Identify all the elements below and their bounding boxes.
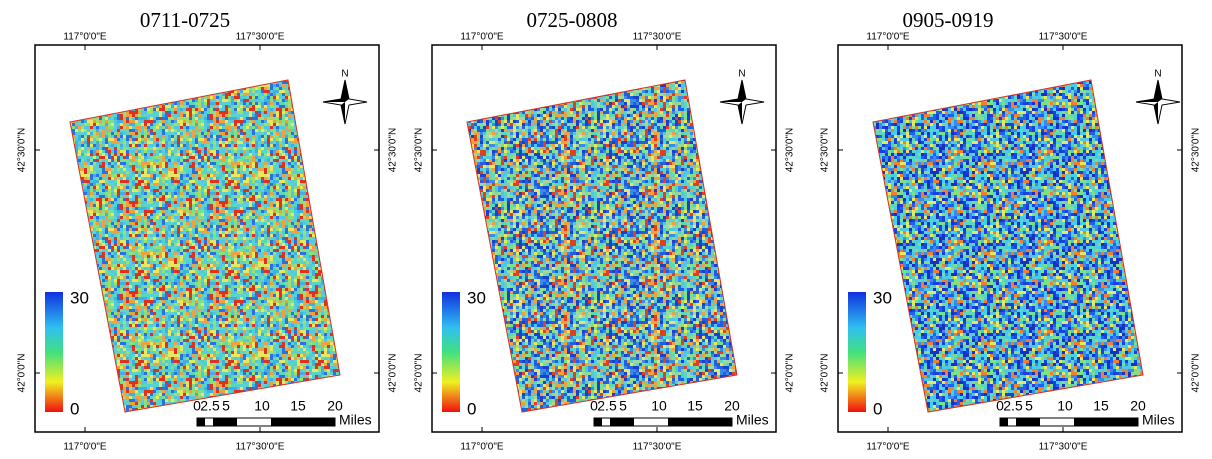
panel-title: 0711-0725 bbox=[140, 8, 230, 32]
raster-image bbox=[69, 79, 341, 413]
legend-min: 0 bbox=[70, 399, 79, 418]
raster-image bbox=[466, 79, 738, 413]
left-coord: 42°0'0"N bbox=[17, 354, 28, 393]
scale-segment bbox=[668, 418, 702, 426]
scale-segment bbox=[1108, 418, 1138, 426]
scale-label: 10 bbox=[651, 398, 667, 414]
scale-label: 5 bbox=[222, 398, 230, 414]
left-coord: 42°30'0"N bbox=[414, 128, 425, 173]
panel-title: 0905-0919 bbox=[903, 8, 994, 32]
legend-min: 0 bbox=[873, 399, 882, 418]
scale-segment bbox=[197, 418, 205, 426]
scale-label: 5 bbox=[1025, 398, 1033, 414]
scale-unit: Miles bbox=[1142, 412, 1175, 428]
scale-segment bbox=[1024, 418, 1040, 426]
map-panel: 0905-0919117°0'0"E117°0'0"E117°30'0"E117… bbox=[820, 8, 1202, 453]
scale-label: 0 bbox=[996, 398, 1004, 414]
bottom-coord: 117°0'0"E bbox=[460, 442, 504, 453]
scale-label: 20 bbox=[1130, 398, 1146, 414]
scale-label: 15 bbox=[1093, 398, 1109, 414]
scale-segment bbox=[1016, 418, 1024, 426]
bottom-coord: 117°0'0"E bbox=[63, 442, 107, 453]
right-coord: 42°30'0"N bbox=[1191, 128, 1202, 173]
scale-label: 15 bbox=[290, 398, 306, 414]
scale-label: 20 bbox=[724, 398, 740, 414]
scale-label: 0 bbox=[590, 398, 598, 414]
scale-label: 2.5 bbox=[200, 398, 220, 414]
scale-segment bbox=[221, 418, 237, 426]
legend-min: 0 bbox=[467, 399, 476, 418]
scale-segment bbox=[618, 418, 634, 426]
map-panel: 0725-0808 117°0'0"E 117°0'0"E 117°30'0"E 117… bbox=[414, 8, 796, 453]
scale-segment bbox=[213, 418, 221, 426]
scale-label: 5 bbox=[619, 398, 627, 414]
legend-ramp bbox=[45, 292, 63, 412]
north-label: N bbox=[341, 69, 348, 80]
bottom-coord: 117°0'0"E bbox=[866, 442, 910, 453]
north-label: N bbox=[738, 69, 745, 80]
scale-label: 10 bbox=[1057, 398, 1073, 414]
left-coord: 42°30'0"N bbox=[17, 128, 28, 173]
right-coord: 42°0'0"N bbox=[388, 354, 399, 393]
scale-segment bbox=[271, 418, 305, 426]
top-coord: 117°30'0"E bbox=[236, 32, 285, 43]
scale-segment bbox=[594, 418, 602, 426]
scale-label: 10 bbox=[254, 398, 270, 414]
map-panel: 0711-0725 117°0'0"E 117°0'0"E 117°30'0"E 117… bbox=[17, 8, 399, 453]
top-coord: 117°0'0"E bbox=[63, 32, 107, 43]
right-coord: 42°30'0"N bbox=[388, 128, 399, 173]
scale-unit: Miles bbox=[736, 412, 769, 428]
top-coord: 117°30'0"E bbox=[1039, 32, 1088, 43]
raster-image bbox=[872, 79, 1144, 413]
bottom-coord: 117°30'0"E bbox=[633, 442, 682, 453]
legend-max: 30 bbox=[70, 288, 89, 307]
top-coord: 117°30'0"E bbox=[633, 32, 682, 43]
legend-ramp bbox=[442, 292, 460, 412]
scale-segment bbox=[610, 418, 618, 426]
bottom-coord: 117°30'0"E bbox=[1039, 442, 1088, 453]
scale-segment bbox=[1074, 418, 1108, 426]
left-coord: 42°0'0"N bbox=[820, 354, 831, 393]
north-arrow-shade bbox=[720, 80, 746, 124]
legend-ramp bbox=[848, 292, 866, 412]
scale-segment bbox=[702, 418, 732, 426]
bottom-coord: 117°30'0"E bbox=[236, 442, 285, 453]
scale-unit: Miles bbox=[339, 412, 372, 428]
scale-label: 20 bbox=[327, 398, 343, 414]
scale-label: 0 bbox=[193, 398, 201, 414]
top-coord: 117°0'0"E bbox=[460, 32, 504, 43]
north-arrow-shade bbox=[323, 80, 349, 124]
scale-segment bbox=[305, 418, 335, 426]
right-coord: 42°0'0"N bbox=[1191, 354, 1202, 393]
scale-segment bbox=[1000, 418, 1008, 426]
north-label: N bbox=[1154, 69, 1161, 80]
right-coord: 42°0'0"N bbox=[785, 354, 796, 393]
scale-label: 15 bbox=[687, 398, 703, 414]
scale-label: 2.5 bbox=[597, 398, 617, 414]
left-coord: 42°30'0"N bbox=[820, 128, 831, 173]
legend-max: 30 bbox=[467, 288, 486, 307]
north-arrow-shade bbox=[1136, 80, 1162, 124]
panel-title: 0725-0808 bbox=[527, 8, 618, 32]
legend-max: 30 bbox=[873, 288, 892, 307]
scale-label: 2.5 bbox=[1003, 398, 1023, 414]
right-coord: 42°30'0"N bbox=[785, 128, 796, 173]
top-coord: 117°0'0"E bbox=[866, 32, 910, 43]
left-coord: 42°0'0"N bbox=[414, 354, 425, 393]
